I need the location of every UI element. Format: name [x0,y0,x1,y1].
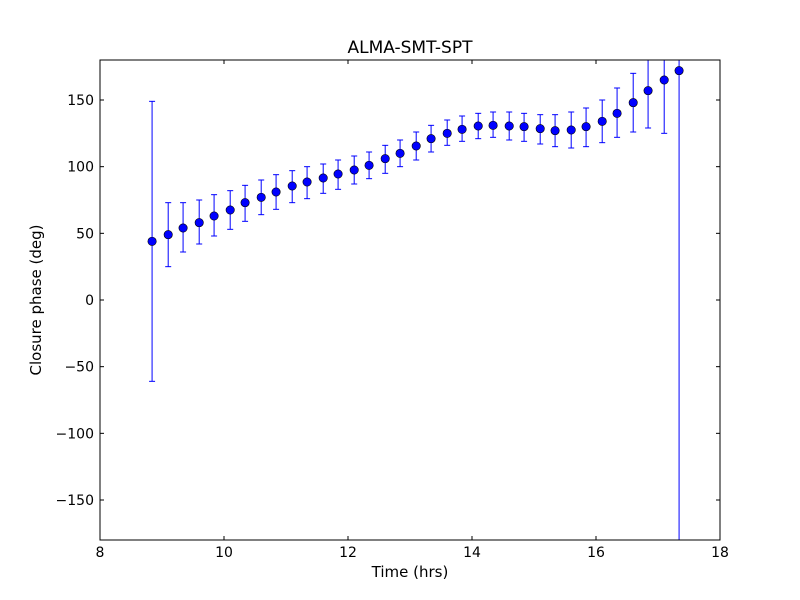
plot-area [147,60,684,540]
data-point [194,218,204,228]
data-point [302,177,312,187]
chart-title: ALMA-SMT-SPT [347,38,473,58]
axes-frame [99,59,721,541]
data-point [349,165,359,175]
data-point [147,236,157,246]
data-point [566,125,576,135]
data-point [163,230,173,240]
data-point [628,98,638,108]
data-point [659,75,669,85]
y-tick-label: 0 [85,293,94,309]
data-point [581,122,591,132]
data-point [411,141,421,151]
data-point [504,121,514,131]
data-point [209,211,219,221]
data-point [473,121,483,131]
data-point [271,187,281,197]
y-tick-label: 50 [76,226,94,242]
data-point [519,122,529,132]
data-point [318,173,328,183]
y-tick-label: −150 [56,493,94,509]
data-point [395,148,405,158]
data-point [442,128,452,138]
data-point [457,124,467,134]
axis-ticks: 8 10 12 14 16 18 −150 −100 −50 0 50 100 150 [56,60,729,561]
x-axis-label: Time (hrs) [371,563,449,581]
x-tick-label: 16 [587,545,605,561]
data-point [225,205,235,215]
data-point [535,124,545,134]
data-point [674,66,684,76]
data-point [240,198,250,208]
x-tick-label: 14 [463,545,481,561]
data-point [597,116,607,126]
x-tick-label: 10 [215,545,233,561]
data-point [256,192,266,202]
data-point [178,223,188,233]
data-point [612,108,622,118]
data-point [333,169,343,179]
y-tick-label: 150 [67,93,94,109]
data-point [488,120,498,130]
data-point [287,181,297,191]
x-tick-label: 12 [339,545,357,561]
x-tick-label: 18 [711,545,729,561]
data-point [380,154,390,164]
data-point [364,160,374,170]
y-tick-label: 100 [67,160,94,176]
y-tick-label: −50 [64,360,94,376]
x-tick-label: 8 [96,545,105,561]
data-point [426,134,436,144]
data-point [550,126,560,136]
data-point [643,86,653,96]
y-axis-label: Closure phase (deg) [27,225,45,376]
y-tick-label: −100 [56,426,94,442]
